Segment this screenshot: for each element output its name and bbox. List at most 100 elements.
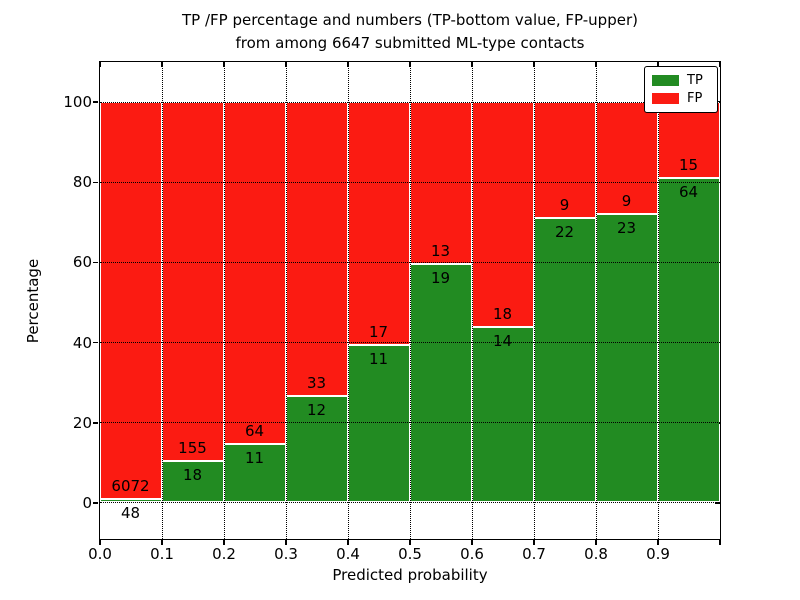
y-tick-mark	[93, 422, 98, 424]
x-tick-mark	[347, 540, 349, 545]
tp-count-label: 64	[678, 182, 699, 201]
x-tick-label: 0.7	[522, 545, 546, 563]
bar-fp-segment	[596, 101, 657, 215]
fp-count-label: 17	[368, 322, 389, 341]
x-tick-mark	[99, 540, 101, 545]
fp-count-label: 64	[244, 421, 265, 440]
x-tick-mark	[161, 540, 163, 545]
y-tick-label: 100	[63, 93, 92, 112]
x-tick-label: 0.1	[150, 545, 174, 563]
bar-tp-segment	[472, 327, 533, 503]
chart-title-line2: from among 6647 submitted ML-type contac…	[235, 34, 585, 52]
y-tick-label: 60	[72, 253, 92, 272]
bar-fp-segment	[286, 101, 347, 396]
x-tick-mark	[285, 540, 287, 545]
vertical-gridline	[285, 61, 287, 539]
tp-count-label: 11	[368, 349, 389, 368]
y-tick-label: 80	[72, 173, 92, 192]
fp-count-label: 155	[178, 438, 207, 457]
bar-tp-segment	[224, 443, 285, 503]
fp-count-label: 9	[621, 192, 632, 211]
fp-legend-swatch	[652, 93, 679, 104]
horizontal-gridline	[99, 502, 720, 504]
x-tick-mark	[719, 540, 721, 545]
horizontal-gridline	[99, 181, 720, 183]
bar-tp-segment	[286, 395, 347, 503]
x-tick-mark-top	[99, 62, 101, 67]
x-tick-label: 0.9	[646, 545, 670, 563]
fp-count-label: 15	[678, 155, 699, 174]
bar-tp-segment	[596, 214, 657, 503]
plot-area: 6072 48 155 18 64 11 33 12 17 11 13 19 18 14 9 22 9 23 15 6…	[98, 60, 721, 540]
vertical-gridline	[347, 61, 349, 539]
bar-tp-segment	[534, 217, 595, 503]
tp-legend-label: TP	[687, 73, 703, 88]
bar-tp-segment	[100, 499, 161, 503]
legend: TP FP	[644, 66, 718, 113]
tp-count-label: 12	[306, 400, 327, 419]
tp-count-label: 23	[616, 219, 637, 238]
fp-count-label: 9	[559, 195, 570, 214]
fp-count-label: 18	[492, 305, 513, 324]
tp-count-label: 22	[554, 222, 575, 241]
tp-count-label: 14	[492, 332, 513, 351]
y-tick-label: 40	[72, 333, 92, 352]
horizontal-gridline	[99, 342, 720, 344]
vertical-gridline	[595, 61, 597, 539]
x-axis-label: Predicted probability	[332, 566, 488, 584]
bar-fp-segment	[162, 101, 223, 461]
x-tick-label: 0.2	[212, 545, 236, 563]
y-tick-label: 20	[72, 413, 92, 432]
fp-count-label: 6072	[111, 477, 150, 496]
bar-fp-segment	[100, 101, 161, 500]
y-tick-mark	[93, 502, 98, 504]
x-tick-label: 0.0	[88, 545, 112, 563]
vertical-gridline	[471, 61, 473, 539]
bar-tp-segment	[162, 460, 223, 503]
bar-fp-segment	[472, 101, 533, 328]
bar-tp-segment	[348, 344, 409, 503]
bar-tp-segment	[658, 177, 719, 503]
fp-count-label: 33	[306, 373, 327, 392]
x-tick-label: 0.6	[460, 545, 484, 563]
bar-fp-segment	[348, 101, 409, 345]
tp-count-label: 18	[182, 465, 203, 484]
x-tick-mark	[595, 540, 597, 545]
horizontal-gridline	[99, 101, 720, 103]
x-tick-mark	[409, 540, 411, 545]
bar-tp-segment	[410, 264, 471, 503]
x-tick-mark	[471, 540, 473, 545]
bar-fp-segment	[224, 101, 285, 444]
x-tick-label: 0.3	[274, 545, 298, 563]
chart-title: TP /FP percentage and numbers (TP-bottom…	[100, 9, 720, 55]
tp-count-label: 19	[430, 269, 451, 288]
x-tick-mark	[223, 540, 225, 545]
y-tick-mark	[93, 181, 98, 183]
vertical-gridline	[409, 61, 411, 539]
vertical-gridline	[223, 61, 225, 539]
y-tick-mark	[93, 101, 98, 103]
chart-title-line1: TP /FP percentage and numbers (TP-bottom…	[182, 11, 638, 29]
x-tick-mark	[657, 540, 659, 545]
fp-legend-label: FP	[687, 91, 703, 106]
y-tick-mark	[93, 261, 98, 264]
horizontal-gridline	[99, 261, 720, 263]
y-tick-mark	[93, 341, 98, 344]
legend-row-tp: TP	[652, 74, 710, 87]
tp-count-label: 11	[244, 448, 265, 467]
legend-row-fp: FP	[652, 92, 710, 105]
x-tick-label: 0.4	[336, 545, 360, 563]
x-tick-label: 0.5	[398, 545, 422, 563]
horizontal-gridline	[99, 422, 720, 424]
x-tick-mark	[533, 540, 535, 545]
bar-fp-segment	[534, 101, 595, 218]
fp-count-label: 13	[430, 242, 451, 261]
y-axis-label-box: Percentage	[22, 62, 44, 539]
vertical-gridline	[533, 61, 535, 539]
tp-count-label: 48	[120, 504, 141, 523]
vertical-gridline	[161, 61, 163, 539]
y-tick-label: 0	[82, 493, 92, 512]
x-tick-mark-top	[719, 62, 721, 67]
bar-fp-segment	[410, 101, 471, 265]
